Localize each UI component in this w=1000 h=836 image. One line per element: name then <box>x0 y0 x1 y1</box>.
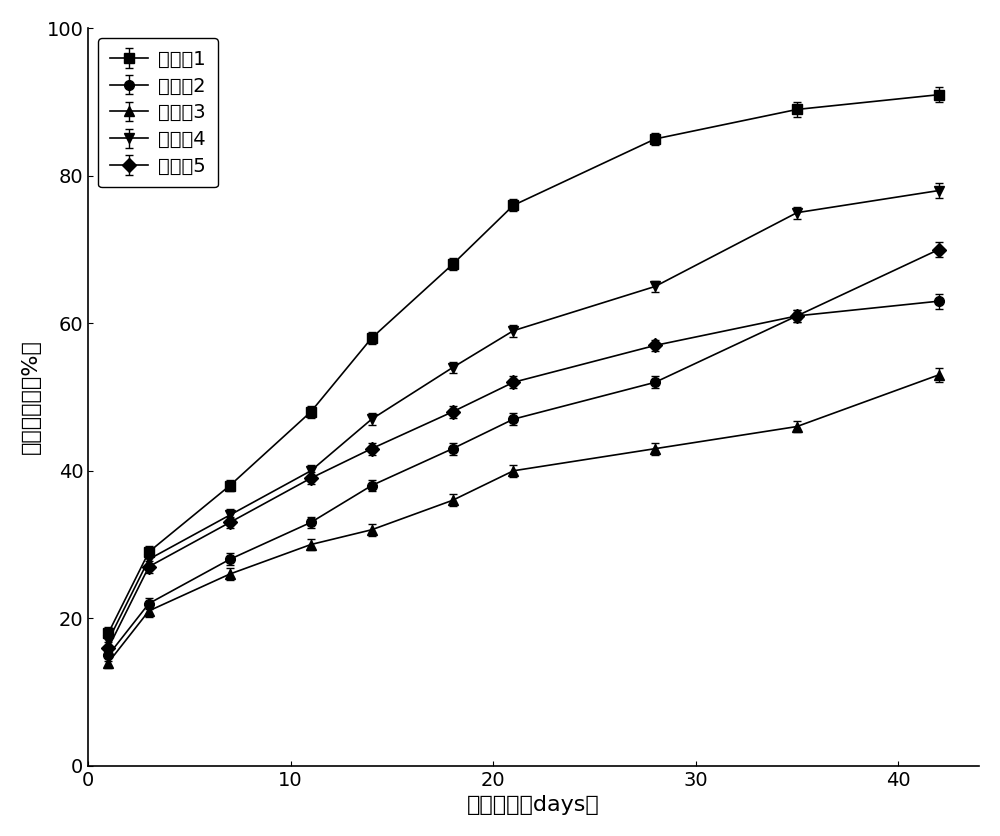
X-axis label: 释放时间（days）: 释放时间（days） <box>467 795 600 815</box>
Legend: 实验组1, 实验组2, 实验组3, 实验组4, 实验组5: 实验组1, 实验组2, 实验组3, 实验组4, 实验组5 <box>98 38 218 187</box>
Y-axis label: 累积释放率（%）: 累积释放率（%） <box>21 339 41 455</box>
